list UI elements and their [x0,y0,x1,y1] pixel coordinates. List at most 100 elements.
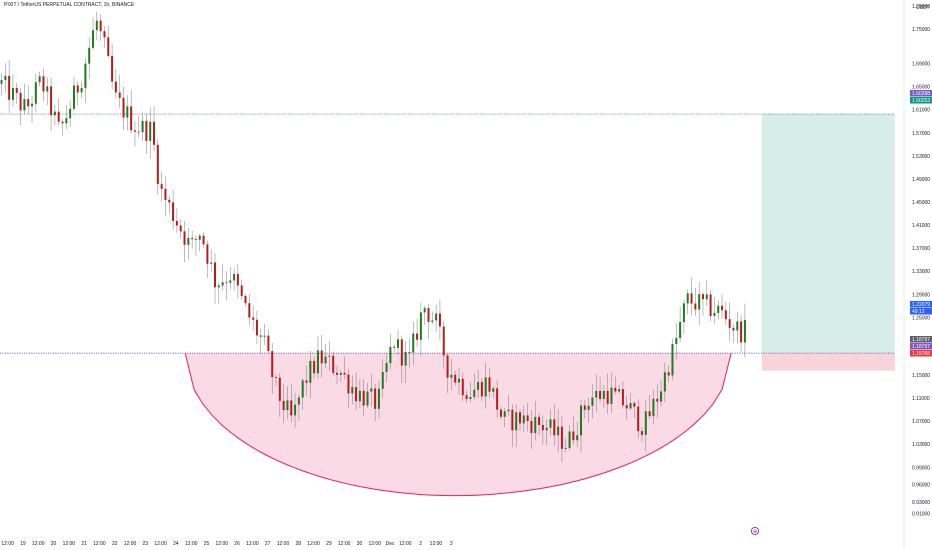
candle [156,138,159,195]
price-tick-label: 1.29000 [912,292,930,298]
price-badge-bg [910,97,932,104]
price-badge-text: 1.18797 [912,337,930,343]
candle [297,394,300,422]
candle-body [229,280,232,283]
time-tick-label: 2 [419,541,422,547]
price-axis[interactable]: 1.79000 1.75000 1.69000 1.65000 1.61000 1.570… [912,4,930,517]
candle [496,380,499,419]
candle [469,381,472,403]
candle [591,383,594,419]
events-marker[interactable]: ⊕ [750,526,760,536]
candle-body [709,294,712,316]
candle-body [492,388,495,392]
time-tick-label: 12:00 [1,541,14,547]
candle [461,372,464,402]
candle [320,334,323,378]
time-tick-label: 12:00 [216,541,229,547]
candle [240,279,243,300]
candle-body [736,321,739,331]
candle [534,401,537,441]
candle [717,300,720,320]
candle [713,296,716,324]
candle-body [580,405,583,436]
candle-body [336,372,339,375]
candle [145,113,148,155]
time-axis[interactable]: 12:00 19 12:00 20 12:00 21 12:00 22 12:00 23 12:00… [1,541,452,547]
candle [663,362,666,403]
candle [724,301,727,326]
candle-body [583,405,586,410]
candle [38,71,41,87]
candle [682,299,685,335]
candle-body [496,388,499,410]
candle-body [465,395,468,400]
candle-body [198,235,201,240]
price-badge: 1.15768 [910,350,932,357]
candle [183,220,186,263]
price-tick-label: 1.69000 [912,62,930,68]
candle [458,367,461,395]
candle [316,335,319,380]
candle [19,87,22,125]
candle [46,77,49,106]
candle-body [515,412,518,431]
time-tick-label: 22 [112,541,118,547]
candle [499,406,502,420]
price-tick-label: 1.11000 [912,396,930,402]
candle-body [690,293,693,304]
candle-body [545,427,548,431]
price-tick-label: 1.45000 [912,200,930,206]
candle-body [34,82,37,104]
candle-body [320,350,323,364]
candle [282,383,285,424]
candle-body [0,80,3,84]
candle-body [484,377,487,397]
candle [255,311,258,345]
candle-body [621,389,624,406]
candle [576,421,579,447]
candle-body [53,111,56,116]
candle [442,321,445,369]
candle [118,74,121,108]
time-tick-label: 12:00 [185,541,198,547]
candle [705,280,708,306]
candle-body [153,121,156,145]
candle [351,375,354,405]
candle [560,415,563,463]
candle-body [42,76,45,92]
candle [519,409,522,431]
candle-body [381,371,384,389]
time-tick-label: 12:00 [93,541,106,547]
candle [294,393,297,428]
candle [164,176,167,217]
candle [95,11,98,41]
candle-body [61,121,64,124]
candle-body [99,20,102,32]
price-tick-label: 1.07000 [912,419,930,425]
candle [435,304,438,333]
candle [309,350,312,399]
candle [679,306,682,343]
candle-body [27,99,30,107]
candle-body [214,262,217,288]
candle-body [732,327,735,331]
candle [175,208,178,233]
candle-body [137,131,140,133]
candle [640,427,643,442]
candle [408,338,411,368]
candle-body [625,405,628,409]
time-tick-label: 12:00 [399,541,412,547]
candle [34,73,37,113]
candle [278,373,281,418]
price-badge: 49:12 [910,308,932,315]
candle [271,342,274,394]
candle-body [419,312,422,340]
candle [343,356,346,380]
candle-body [263,335,266,337]
candle [252,305,255,331]
candle [473,373,476,400]
candle [0,73,3,96]
candle [366,383,369,408]
candle-body [454,374,457,383]
